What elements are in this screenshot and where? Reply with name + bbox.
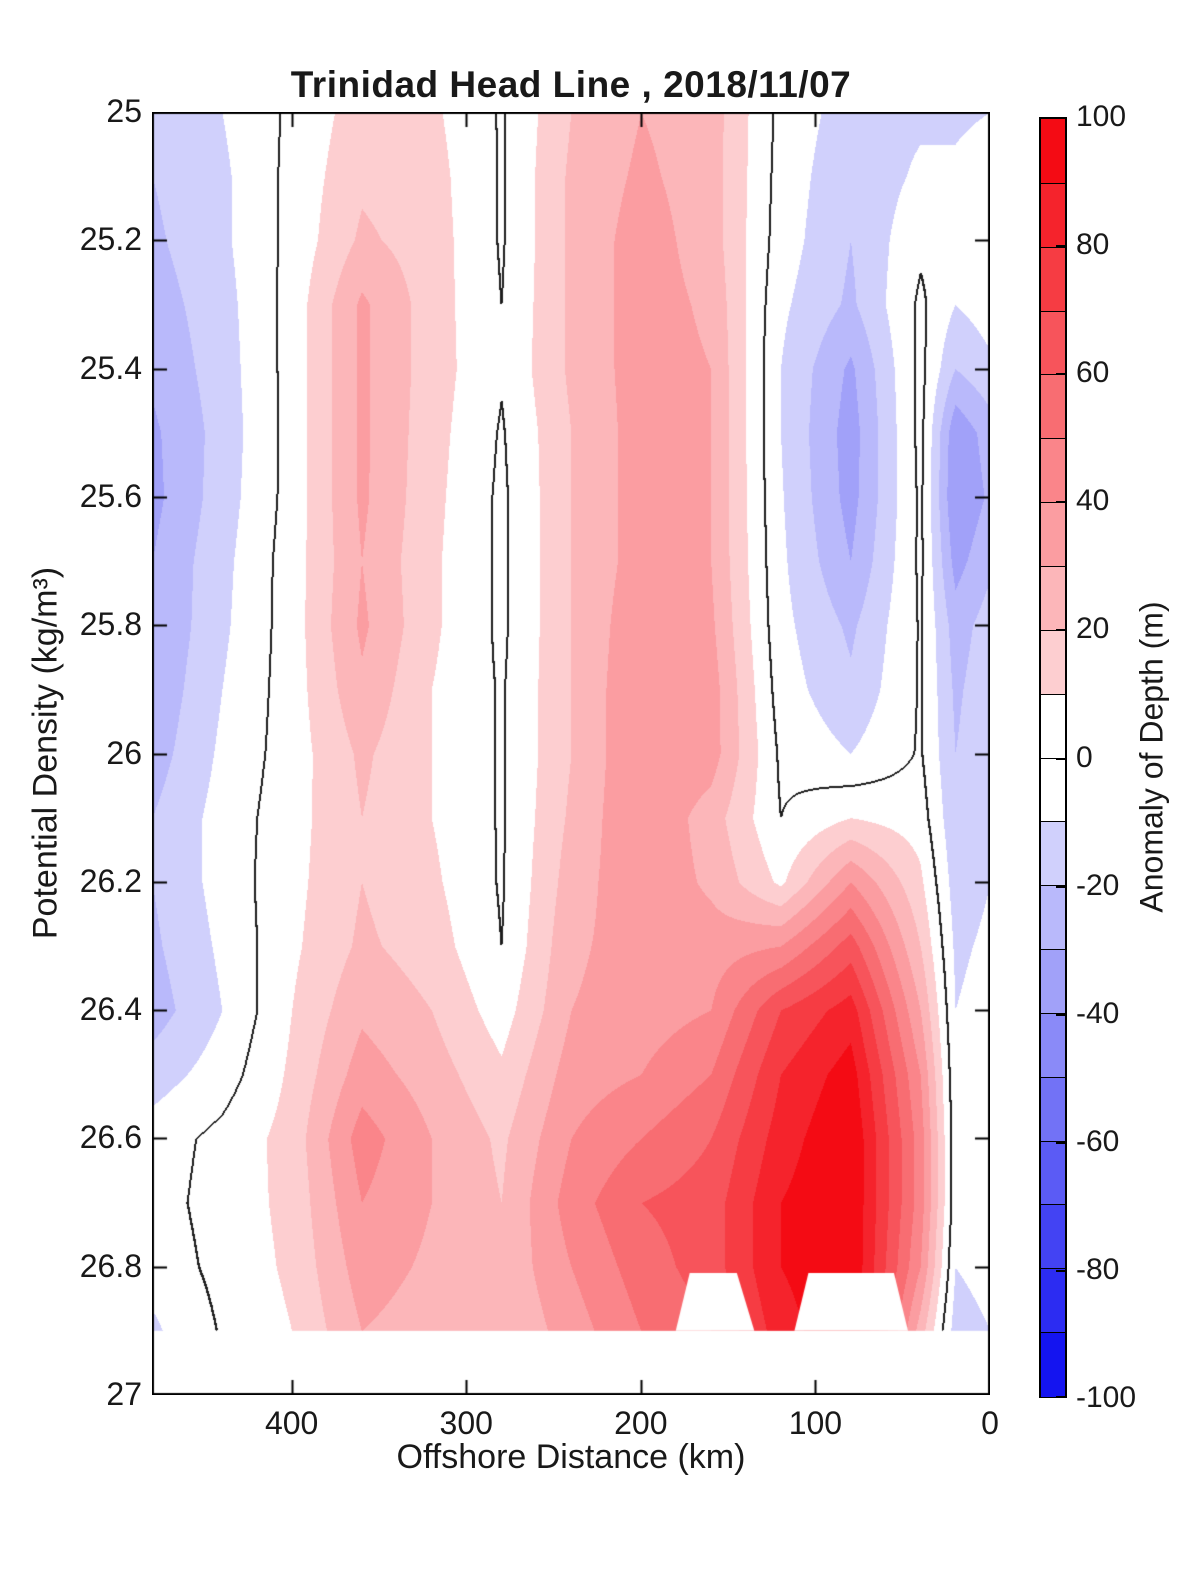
y-tick-label: 27 xyxy=(106,1376,142,1412)
colorbar-label: Anomaly of Depth (m) xyxy=(1133,601,1170,913)
colorbar-segment xyxy=(1041,246,1065,312)
colorbar-tick-mark xyxy=(1056,885,1065,888)
colorbar-tick-label: -100 xyxy=(1076,1381,1137,1414)
colorbar xyxy=(1039,117,1067,1398)
colorbar-segment xyxy=(1041,310,1065,376)
colorbar-tick-mark xyxy=(1056,1269,1065,1272)
colorbar-tick-label: 20 xyxy=(1076,612,1110,646)
colorbar-tick-mark xyxy=(1056,1141,1065,1144)
x-tick-label: 100 xyxy=(788,1405,843,1441)
colorbar-tick-label: -40 xyxy=(1076,996,1120,1030)
y-tick-label: 26.4 xyxy=(79,991,142,1028)
y-tick-label: 26 xyxy=(106,734,142,771)
colorbar-segment xyxy=(1041,1140,1065,1206)
colorbar-tick-label: 60 xyxy=(1076,356,1110,390)
colorbar-segment xyxy=(1041,374,1065,440)
colorbar-tick-mark xyxy=(1056,1013,1065,1016)
contour-plot-canvas xyxy=(152,112,990,1395)
x-tick-label: 400 xyxy=(264,1405,319,1441)
colorbar-segment xyxy=(1041,182,1065,248)
y-tick-label: 25.6 xyxy=(79,477,142,514)
x-tick-label: 300 xyxy=(439,1405,493,1441)
colorbar-tick-mark xyxy=(1056,245,1065,248)
colorbar-segment xyxy=(1041,1012,1065,1078)
colorbar-tick-label: 0 xyxy=(1076,740,1093,774)
y-tick-label: 26.6 xyxy=(79,1119,142,1156)
colorbar-tick-label: -80 xyxy=(1076,1252,1120,1286)
colorbar-segment xyxy=(1041,629,1065,695)
colorbar-segment xyxy=(1041,119,1065,184)
y-tick-label: 25.4 xyxy=(79,349,142,386)
colorbar-segment xyxy=(1041,1268,1065,1334)
colorbar-tick-mark xyxy=(1056,117,1065,119)
colorbar-tick-label: -20 xyxy=(1076,868,1120,902)
x-tick-label: 0 xyxy=(981,1405,999,1441)
colorbar-segment xyxy=(1041,821,1065,887)
colorbar-segment xyxy=(1041,757,1065,823)
colorbar-tick-mark xyxy=(1056,501,1065,504)
chart-title: Trinidad Head Line , 2018/11/07 xyxy=(290,64,852,105)
colorbar-segment xyxy=(1041,1076,1065,1142)
colorbar-segment xyxy=(1041,885,1065,951)
colorbar-tick-mark xyxy=(1056,1396,1065,1398)
colorbar-segment xyxy=(1041,1204,1065,1270)
y-tick-label: 26.8 xyxy=(79,1247,142,1284)
y-tick-label: 26.2 xyxy=(79,862,142,899)
colorbar-tick-mark xyxy=(1056,757,1065,760)
colorbar-tick-label: 80 xyxy=(1076,228,1110,262)
colorbar-tick-mark xyxy=(1056,373,1065,376)
colorbar-segment xyxy=(1041,693,1065,759)
colorbar-segment xyxy=(1041,565,1065,631)
colorbar-segment xyxy=(1041,949,1065,1014)
y-tick-label: 25 xyxy=(106,93,142,129)
colorbar-tick-mark xyxy=(1056,629,1065,632)
colorbar-tick-label: 40 xyxy=(1076,484,1110,518)
colorbar-segment xyxy=(1041,1332,1065,1397)
y-tick-label: 25.2 xyxy=(79,221,142,258)
x-axis-label: Offshore Distance (km) xyxy=(396,1438,746,1476)
colorbar-segment xyxy=(1041,438,1065,504)
colorbar-segment xyxy=(1041,502,1065,567)
colorbar-tick-label: 100 xyxy=(1076,100,1127,133)
x-tick-label: 200 xyxy=(614,1405,668,1441)
colorbar-tick-label: -60 xyxy=(1076,1124,1120,1158)
y-tick-label: 25.8 xyxy=(79,606,142,643)
